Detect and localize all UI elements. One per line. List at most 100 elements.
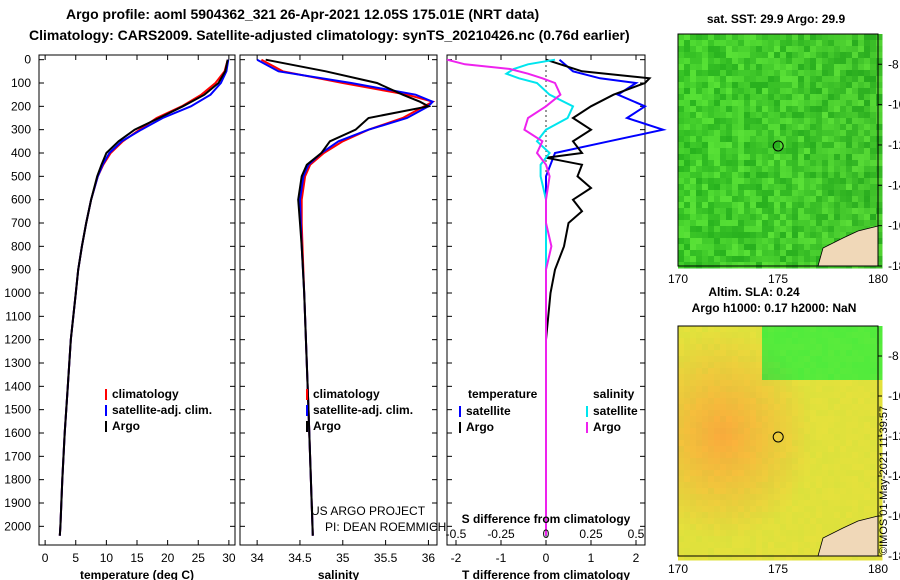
map-cell bbox=[756, 130, 763, 137]
map-cell bbox=[708, 362, 715, 369]
map-cell bbox=[750, 214, 757, 221]
map-cell bbox=[732, 250, 739, 257]
map-cell bbox=[774, 118, 781, 125]
map-cell bbox=[780, 338, 787, 345]
map-cell bbox=[864, 220, 871, 227]
map-cell bbox=[714, 398, 721, 405]
map-cell bbox=[870, 464, 877, 471]
map-cell bbox=[852, 506, 859, 513]
map-cell bbox=[810, 362, 817, 369]
map-cell bbox=[762, 518, 769, 525]
map-cell bbox=[690, 64, 697, 71]
map-cell bbox=[696, 262, 703, 269]
map-cell bbox=[852, 488, 859, 495]
map-cell bbox=[684, 476, 691, 483]
map-cell bbox=[756, 250, 763, 257]
map-cell bbox=[798, 416, 805, 423]
map-cell bbox=[780, 398, 787, 405]
map-cell bbox=[720, 404, 727, 411]
map-cell bbox=[864, 356, 871, 363]
map-cell bbox=[774, 130, 781, 137]
map-cell bbox=[750, 100, 757, 107]
map-cell bbox=[822, 416, 829, 423]
map-cell bbox=[744, 196, 751, 203]
map-cell bbox=[768, 332, 775, 339]
map-cell bbox=[780, 178, 787, 185]
map-cell bbox=[756, 172, 763, 179]
map-cell bbox=[774, 256, 781, 263]
map-cell bbox=[816, 464, 823, 471]
map-cell bbox=[678, 184, 685, 191]
map-cell bbox=[852, 76, 859, 83]
map-cell bbox=[816, 172, 823, 179]
map-cell bbox=[840, 410, 847, 417]
map-cell bbox=[804, 112, 811, 119]
map-cell bbox=[840, 404, 847, 411]
map-cell bbox=[858, 386, 865, 393]
map-cell bbox=[864, 88, 871, 95]
map-cell bbox=[720, 226, 727, 233]
depth-tick-label: 200 bbox=[11, 99, 31, 113]
map-cell bbox=[786, 118, 793, 125]
map-cell bbox=[846, 160, 853, 167]
map-cell bbox=[732, 220, 739, 227]
map-cell bbox=[678, 518, 685, 525]
map-cell bbox=[702, 428, 709, 435]
map-cell bbox=[684, 112, 691, 119]
map-cell bbox=[732, 404, 739, 411]
map-cell bbox=[744, 208, 751, 215]
map-cell bbox=[810, 76, 817, 83]
map-cell bbox=[696, 226, 703, 233]
map-cell bbox=[792, 548, 799, 555]
map-cell bbox=[732, 386, 739, 393]
map-cell bbox=[834, 142, 841, 149]
map-cell bbox=[822, 398, 829, 405]
temperature-xtick-label: 10 bbox=[100, 551, 114, 565]
plot-title-line2: Climatology: CARS2009. Satellite-adjuste… bbox=[29, 27, 630, 43]
map-cell bbox=[786, 244, 793, 251]
map-cell bbox=[810, 202, 817, 209]
map-cell bbox=[762, 124, 769, 131]
map-cell bbox=[852, 452, 859, 459]
map-cell bbox=[810, 148, 817, 155]
map-cell bbox=[870, 416, 877, 423]
map-cell bbox=[756, 398, 763, 405]
map-cell bbox=[750, 256, 757, 263]
map-cell bbox=[720, 410, 727, 417]
map-cell bbox=[708, 118, 715, 125]
map-cell bbox=[684, 94, 691, 101]
map-cell bbox=[840, 178, 847, 185]
map-cell bbox=[708, 500, 715, 507]
map-cell bbox=[744, 392, 751, 399]
map-cell bbox=[738, 554, 745, 561]
map-cell bbox=[720, 238, 727, 245]
map-cell bbox=[852, 512, 859, 519]
map-cell bbox=[702, 548, 709, 555]
map-cell bbox=[756, 262, 763, 269]
map-cell bbox=[876, 82, 883, 89]
map-cell bbox=[714, 202, 721, 209]
map-cell bbox=[774, 262, 781, 269]
map-cell bbox=[858, 58, 865, 65]
map-cell bbox=[828, 362, 835, 369]
map-cell bbox=[858, 380, 865, 387]
map-cell bbox=[780, 46, 787, 53]
map-cell bbox=[738, 446, 745, 453]
map-cell bbox=[816, 88, 823, 95]
map-cell bbox=[696, 160, 703, 167]
map-cell bbox=[840, 524, 847, 531]
map-cell bbox=[744, 112, 751, 119]
map-cell bbox=[864, 458, 871, 465]
map-cell bbox=[696, 52, 703, 59]
map-cell bbox=[684, 142, 691, 149]
map-cell bbox=[816, 332, 823, 339]
map-cell bbox=[684, 482, 691, 489]
map-cell bbox=[768, 52, 775, 59]
map-cell bbox=[720, 52, 727, 59]
map-cell bbox=[678, 500, 685, 507]
map-cell bbox=[876, 34, 883, 41]
map-cell bbox=[780, 470, 787, 477]
map-cell bbox=[798, 446, 805, 453]
map-cell bbox=[804, 76, 811, 83]
map-cell bbox=[690, 512, 697, 519]
